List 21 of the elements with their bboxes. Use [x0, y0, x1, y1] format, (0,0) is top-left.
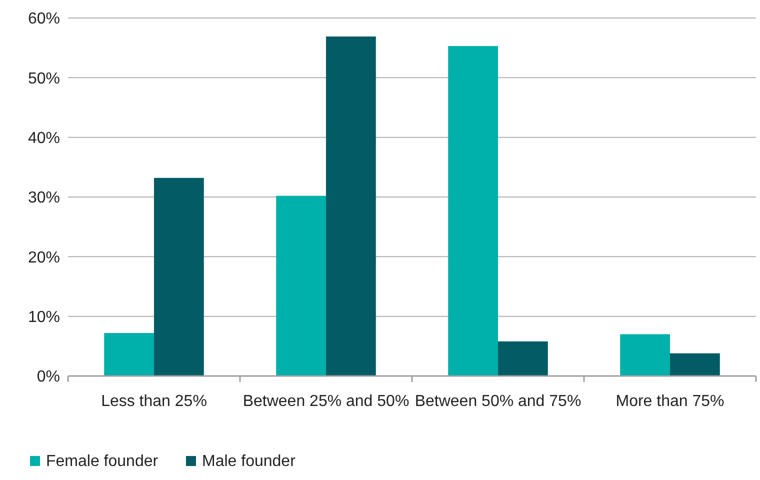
bar: [276, 196, 326, 376]
bar: [104, 333, 154, 376]
x-tick-label: Less than 25%: [101, 393, 207, 410]
bar: [620, 334, 670, 376]
y-tick-label: 20%: [28, 249, 60, 266]
legend-label: Female founder: [46, 453, 159, 470]
y-tick-label: 40%: [28, 130, 60, 147]
bar: [498, 341, 548, 376]
x-tick-label: More than 75%: [616, 393, 724, 410]
y-tick-label: 60%: [28, 10, 60, 28]
bar: [670, 353, 720, 376]
y-tick-label: 50%: [28, 70, 60, 88]
y-tick-label: 30%: [28, 190, 60, 207]
x-tick-label: Between 50% and 75%: [414, 393, 582, 410]
x-tick-label: Between 25% and 50%: [242, 393, 410, 410]
bar: [154, 178, 204, 376]
y-tick-label: 0%: [36, 368, 60, 386]
bar: [448, 46, 498, 376]
legend-label: Male founder: [202, 453, 296, 470]
bar: [326, 36, 376, 376]
y-tick-label: 10%: [28, 308, 60, 326]
